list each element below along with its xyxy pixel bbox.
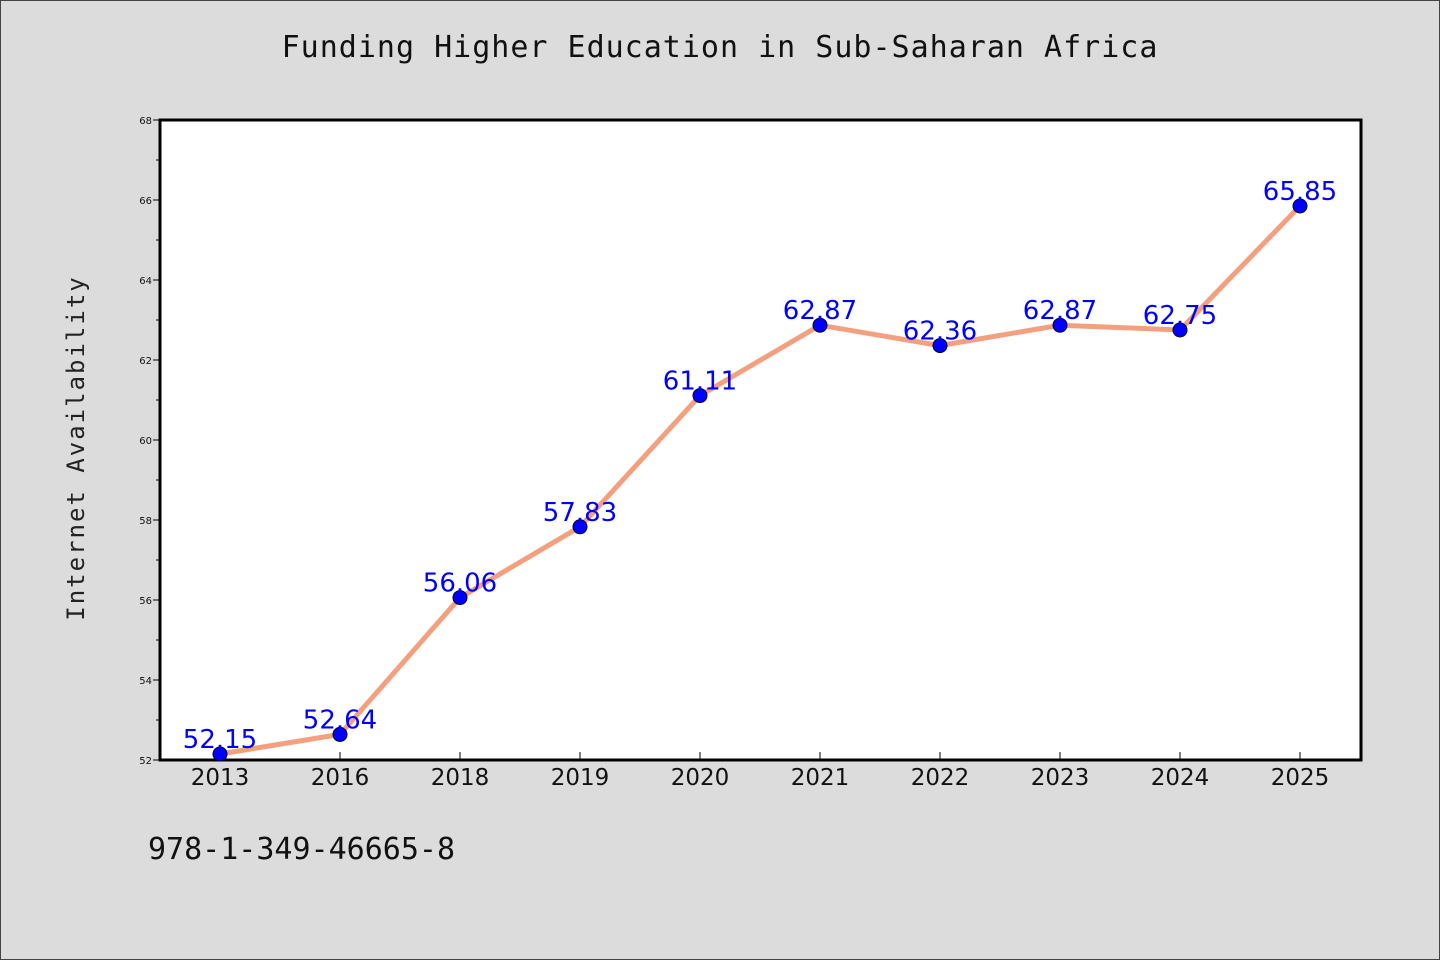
data-label: 62.36: [903, 317, 977, 347]
x-tick-label: 2024: [1151, 765, 1210, 791]
data-point: [572, 519, 588, 535]
data-point: [1052, 317, 1068, 333]
x-axis: 2013 2016 2018 2019 2020 2021 2022 2023 2024 2025: [191, 752, 1330, 791]
y-tick-label: 66: [139, 196, 152, 207]
x-tick-label: 2016: [311, 765, 370, 791]
data-markers: [212, 198, 1308, 762]
data-point: [1292, 198, 1308, 214]
series-line: [217, 203, 1303, 757]
data-point: [692, 388, 708, 404]
data-label: 65.85: [1263, 177, 1337, 207]
data-point: [1172, 322, 1188, 338]
y-tick-label: 64: [139, 276, 152, 287]
x-tick-label: 2018: [431, 765, 490, 791]
y-tick-label: 58: [139, 516, 152, 527]
y-tick-label: 54: [139, 676, 152, 687]
x-tick-label: 2025: [1271, 765, 1330, 791]
data-point: [812, 317, 828, 333]
data-point: [332, 726, 348, 742]
y-tick-label: 68: [139, 116, 152, 127]
y-tick-label: 52: [139, 756, 152, 767]
data-point: [932, 338, 948, 354]
isbn-footnote: 978-1-349-46665-8: [148, 832, 456, 867]
y-axis: 52 54 56 58 60 62 64 66 68: [139, 116, 160, 767]
data-label: 62.87: [783, 296, 857, 326]
data-label: 62.87: [1023, 296, 1097, 326]
data-label: 62.75: [1143, 301, 1217, 331]
x-tick-label: 2022: [911, 765, 970, 791]
x-tick-label: 2021: [791, 765, 850, 791]
plot-area: [158, 118, 1363, 762]
data-label: 56.06: [423, 569, 497, 599]
data-label: 52.64: [303, 705, 377, 735]
data-labels: 52.15 52.64 56.06 57.83 61.11 62.87 62.36 62.87…: [183, 177, 1337, 755]
data-label: 61.11: [663, 367, 737, 397]
data-point: [452, 590, 468, 606]
y-tick-label: 56: [139, 596, 152, 607]
x-tick-label: 2019: [551, 765, 610, 791]
data-label: 57.83: [543, 498, 617, 528]
x-tick-label: 2013: [191, 765, 250, 791]
y-tick-label: 60: [139, 436, 152, 447]
y-tick-label: 62: [139, 356, 152, 367]
chart-title: Funding Higher Education in Sub-Saharan …: [281, 30, 1159, 65]
x-tick-label: 2023: [1031, 765, 1090, 791]
data-label: 52.15: [183, 725, 257, 755]
data-point: [212, 746, 228, 762]
x-tick-label: 2020: [671, 765, 730, 791]
